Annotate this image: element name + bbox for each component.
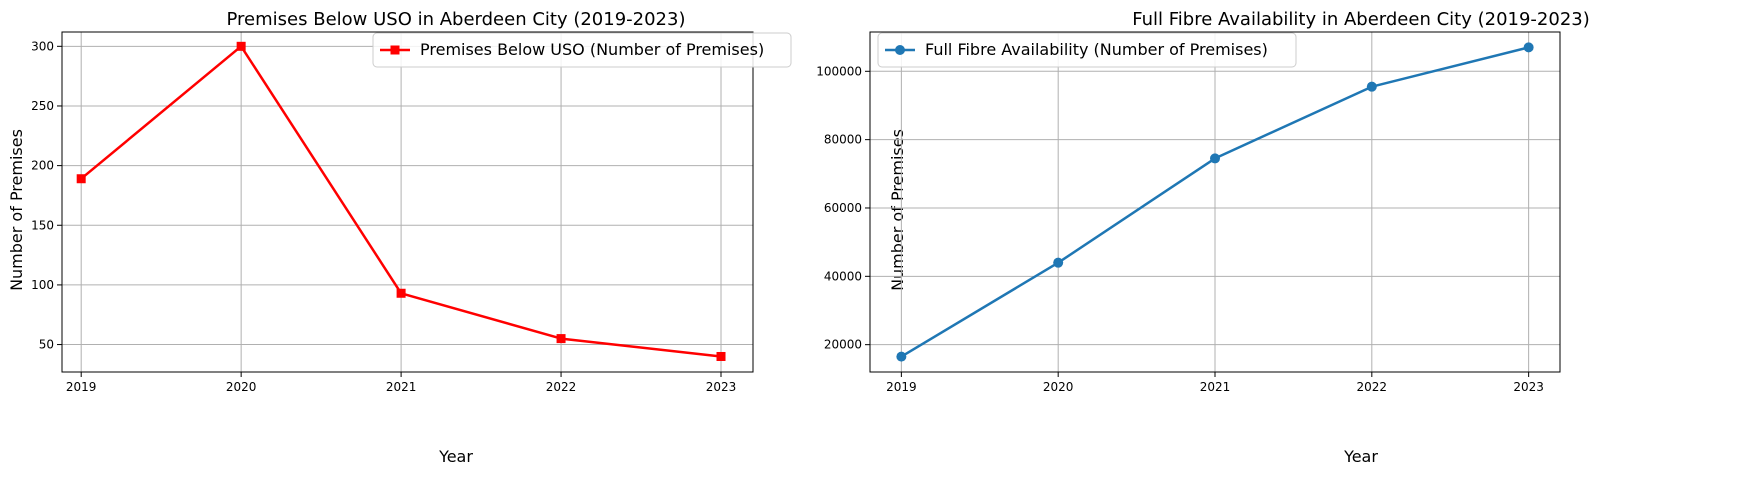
x-tick-label: 2023	[706, 380, 737, 394]
x-tick-label: 2022	[1357, 380, 1388, 394]
x-axis-label: Year	[1343, 447, 1378, 466]
tick-layer: 2019 2020 2021 2022 2023 20000 40000 60000 80000…	[816, 64, 1544, 394]
legend: Premises Below USO (Number of Premises)	[372, 32, 792, 68]
x-axis-label: Year	[438, 447, 473, 466]
x-tick-label: 2021	[386, 380, 417, 394]
x-tick-label: 2023	[1513, 380, 1544, 394]
legend-box	[372, 32, 792, 68]
grid-layer	[62, 32, 753, 372]
data-point	[76, 174, 86, 184]
x-tick-label: 2020	[1043, 380, 1074, 394]
x-tick-label: 2020	[226, 380, 257, 394]
x-tick-label: 2019	[66, 380, 97, 394]
y-tick-label: 20000	[824, 338, 862, 352]
y-axis-label: Number of Premises	[7, 129, 26, 291]
data-point	[1210, 153, 1220, 164]
y-tick-label: 200	[31, 159, 54, 173]
legend-label: Full Fibre Availability (Number of Premi…	[925, 40, 1268, 59]
y-tick-label: 60000	[824, 201, 862, 215]
x-tick-label: 2019	[886, 380, 917, 394]
data-point	[896, 351, 907, 362]
data-point	[396, 288, 406, 298]
chart-full-fibre-availability: Full Fibre Availability in Aberdeen City…	[816, 9, 1590, 466]
chart-premises-below-uso: Premises Below USO in Aberdeen City (201…	[7, 9, 792, 466]
legend-box	[877, 32, 1297, 68]
y-tick-label: 40000	[824, 269, 862, 283]
y-tick-label: 100000	[816, 64, 862, 78]
tick-layer: 2019 2020 2021 2022 2023 50 100 150 200 250 300	[31, 39, 736, 394]
series-layer	[76, 41, 726, 361]
y-tick-label: 100	[31, 278, 54, 292]
y-tick-label: 300	[31, 39, 54, 53]
legend-marker-square	[390, 45, 400, 55]
data-point	[1523, 42, 1534, 53]
plot-area-frame	[869, 31, 1561, 373]
data-point	[716, 351, 726, 361]
x-tick-label: 2021	[1200, 380, 1231, 394]
chart-title: Premises Below USO in Aberdeen City (201…	[227, 9, 686, 30]
chart-title: Full Fibre Availability in Aberdeen City…	[1132, 9, 1590, 30]
y-tick-label: 80000	[824, 133, 862, 147]
x-tick-label: 2022	[546, 380, 577, 394]
legend-marker-circle	[895, 45, 905, 55]
data-point	[1366, 81, 1377, 92]
data-point	[556, 334, 566, 344]
grid-layer	[870, 32, 1560, 372]
series-layer	[896, 42, 1534, 362]
y-tick-label: 150	[31, 218, 54, 232]
plot-area-frame	[61, 31, 754, 373]
data-point	[236, 41, 246, 51]
y-tick-label: 250	[31, 99, 54, 113]
y-tick-label: 50	[39, 338, 54, 352]
legend-label: Premises Below USO (Number of Premises)	[420, 40, 764, 59]
y-axis-label: Number of Premises	[888, 129, 907, 291]
data-point	[1053, 257, 1064, 268]
legend: Full Fibre Availability (Number of Premi…	[877, 32, 1297, 68]
